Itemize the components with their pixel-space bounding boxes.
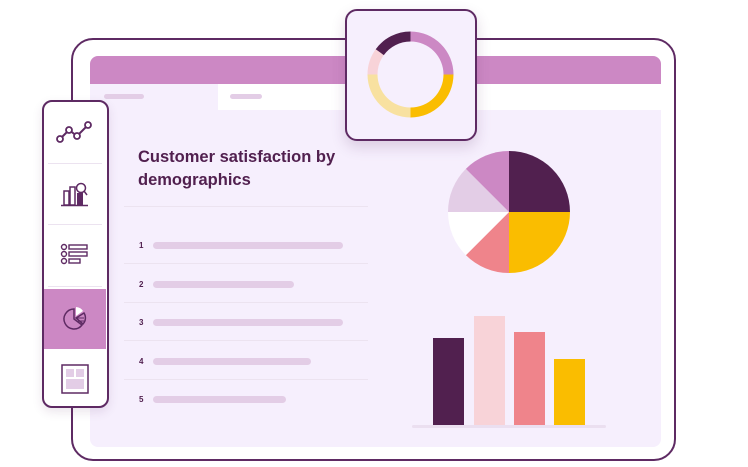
divider — [48, 286, 102, 287]
list-item-number: 5 — [139, 395, 144, 404]
chart-slice — [465, 212, 509, 273]
bar — [433, 338, 464, 426]
bar — [514, 332, 545, 426]
divider — [124, 379, 368, 380]
bar-chart — [433, 316, 585, 426]
bar — [474, 316, 505, 426]
list-item-number: 4 — [139, 357, 144, 366]
list-item-bar — [153, 281, 294, 288]
chart-slice — [509, 151, 570, 212]
pie-chart — [448, 151, 570, 273]
chart-slice — [410, 31, 454, 75]
list-item-bar — [153, 358, 311, 365]
bar — [554, 359, 585, 426]
chart-slice — [448, 168, 509, 212]
divider — [48, 224, 102, 225]
layout-grid-icon — [61, 364, 89, 394]
tab-1[interactable] — [90, 84, 218, 110]
sidebar-item-pie-chart[interactable] — [44, 289, 106, 349]
sidebar-item-layout[interactable] — [44, 352, 106, 406]
chart-slice — [410, 74, 454, 118]
list-item-bar — [153, 242, 343, 249]
tab-1-label-placeholder — [104, 94, 144, 99]
chart-slice — [448, 212, 509, 256]
donut-chart — [367, 31, 454, 118]
divider — [48, 163, 102, 164]
tab-2-label-placeholder — [230, 94, 262, 99]
list-icon — [60, 243, 88, 265]
chart-slice — [367, 49, 384, 75]
list-item: 5 — [124, 392, 368, 430]
chart-slice — [367, 74, 411, 118]
line-chart-icon — [56, 121, 92, 143]
list-item-bar — [153, 396, 286, 403]
divider — [124, 302, 368, 303]
bar-chart-search-icon — [61, 182, 88, 207]
list-item: 1 — [124, 238, 368, 276]
list-item: 4 — [124, 354, 368, 392]
list-item-bar — [153, 319, 343, 326]
list-item-number: 1 — [139, 241, 144, 250]
page-title: Customer satisfaction by demographics — [138, 148, 336, 189]
divider — [124, 263, 368, 264]
sidebar-item-list[interactable] — [44, 225, 106, 285]
chart-slice — [465, 151, 509, 212]
donut-chart-card — [345, 9, 477, 141]
bar-chart-baseline — [412, 425, 606, 428]
list-item-number: 2 — [139, 280, 144, 289]
divider — [124, 206, 368, 207]
sidebar-item-line-chart[interactable] — [44, 102, 106, 162]
pie-chart-icon — [63, 307, 87, 330]
chart-type-sidebar — [42, 100, 109, 408]
sidebar-item-bar-chart-search[interactable] — [44, 164, 106, 224]
list-item-number: 3 — [139, 318, 144, 327]
divider — [124, 340, 368, 341]
list-item: 3 — [124, 315, 368, 353]
chart-slice — [375, 31, 411, 56]
list-item: 2 — [124, 277, 368, 315]
chart-slice — [509, 212, 570, 273]
